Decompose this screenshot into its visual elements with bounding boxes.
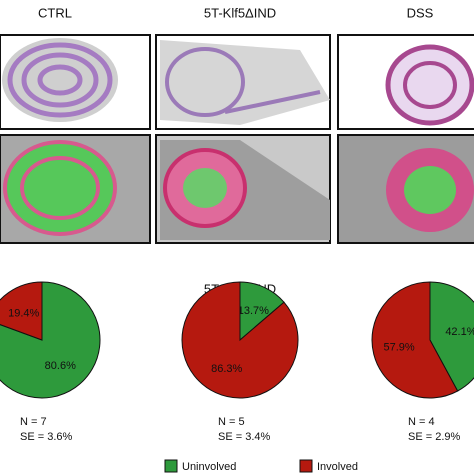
panel-label: DSS [407,5,434,20]
annotation: SE = 3.6% [20,431,73,443]
tissue [20,156,100,220]
legend-swatch [299,459,313,473]
value-label: 80.6% [45,360,76,372]
annotation: SE = 3.4% [218,431,271,443]
tissue [7,42,113,118]
tissue [183,168,227,208]
legend-swatch [164,459,178,473]
panel-label: CTRL [38,5,72,20]
pie-slice [429,281,474,392]
tissue [165,47,245,117]
pie-slice [371,281,459,399]
pie-slice [181,281,299,399]
annotation: N = 5 [218,416,245,428]
tissue [21,52,99,108]
legend-label: Uninvolved [182,461,236,473]
tissue [160,40,330,125]
legend-label: Involved [317,461,358,473]
tissue [403,61,457,109]
tissue [224,90,321,114]
value-label: 19.4% [8,308,39,320]
annotation: N = 7 [20,416,47,428]
annotation: N = 4 [408,416,435,428]
tissue [2,38,118,122]
value-label: 86.3% [211,363,242,375]
pie-slice [0,281,43,341]
pie-slice [0,281,101,399]
value-label: 57.9% [383,342,414,354]
value-label: 42.1% [445,326,474,338]
value-label: 13.7% [238,305,269,317]
micrographs: CTRL 5T-Klf5ΔIND DSS [0,5,474,244]
tissue [37,64,83,96]
tissue [404,166,456,214]
panel-label: 5T-Klf5ΔIND [204,5,276,20]
tissue [385,44,474,126]
annotation: SE = 2.9% [408,431,461,443]
